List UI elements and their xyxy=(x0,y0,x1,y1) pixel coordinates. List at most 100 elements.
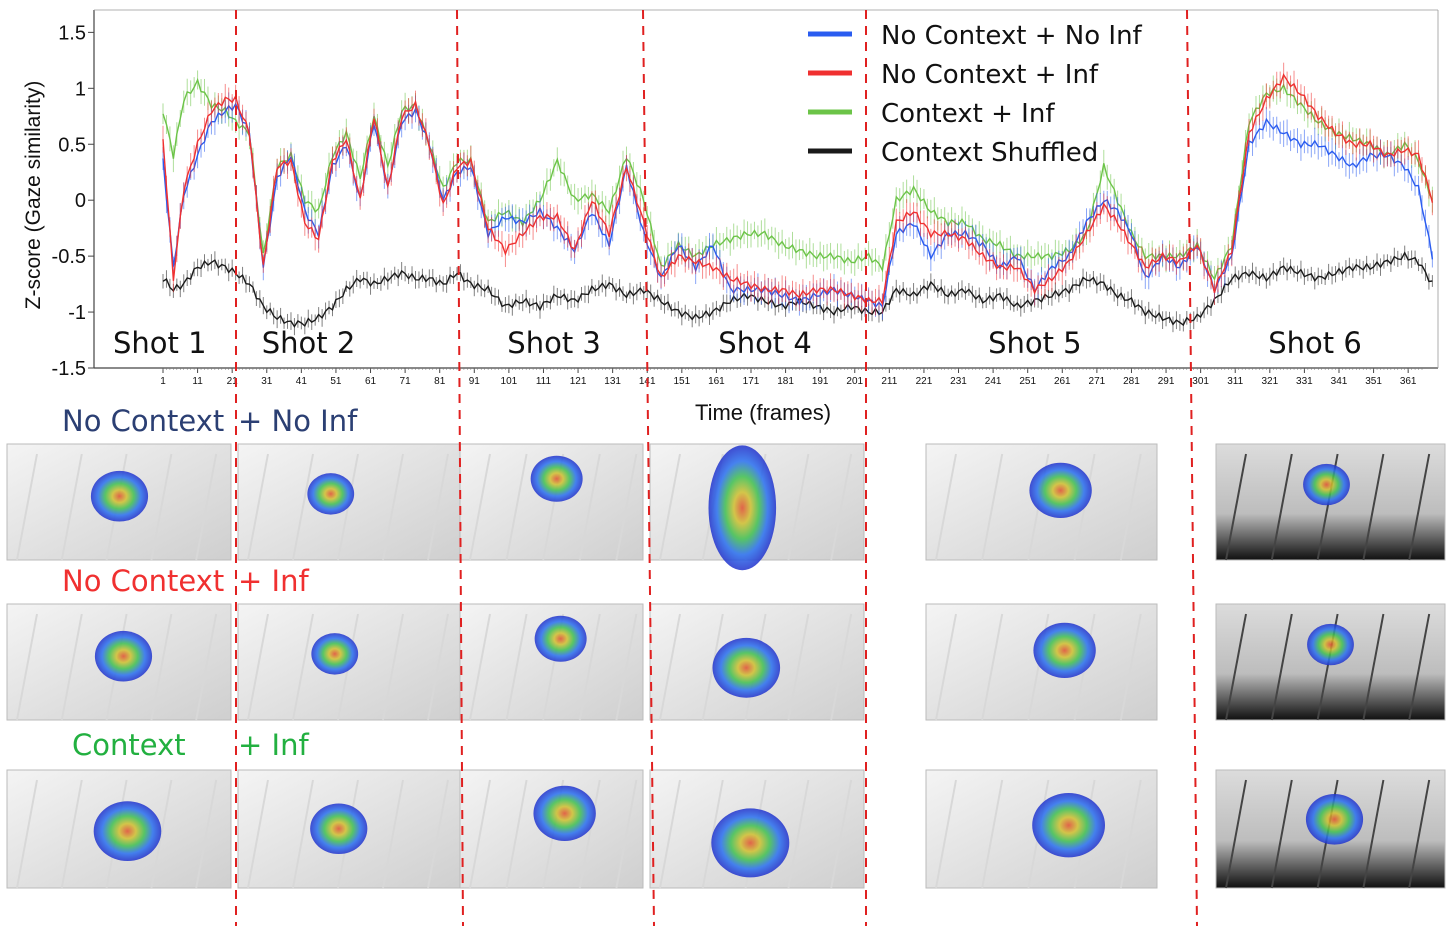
x-tick-label: 21 xyxy=(227,376,239,387)
heatmap-thumbnail xyxy=(6,603,232,721)
row-label-left: No Context xyxy=(62,404,225,438)
gaze-heatmap-blob xyxy=(1029,462,1092,518)
texture-stroke xyxy=(830,453,853,561)
gaze-heatmap-blob xyxy=(307,473,355,515)
heatmap-thumbnail xyxy=(1215,603,1446,721)
texture-stroke xyxy=(195,613,218,721)
x-tick-label: 151 xyxy=(673,376,690,387)
texture-stroke xyxy=(247,453,269,561)
legend-label: No Context + Inf xyxy=(881,60,1099,90)
texture-stroke xyxy=(1225,613,1247,721)
shot-label: Shot 1 xyxy=(113,326,207,360)
gaze-heatmap-blob xyxy=(311,633,359,675)
x-tick-label: 261 xyxy=(1054,376,1071,387)
heatmap-thumbnail xyxy=(649,603,865,721)
y-tick-label: 0 xyxy=(75,190,86,212)
texture-stroke xyxy=(292,613,314,721)
shot-label: Shot 2 xyxy=(262,326,356,360)
x-tick-label: 51 xyxy=(330,376,342,387)
gaze-heatmap-blob xyxy=(530,455,583,502)
gaze-heatmap-blob xyxy=(94,630,153,682)
gaze-heatmap-blob xyxy=(1303,463,1350,506)
x-tick-label: 331 xyxy=(1296,376,1313,387)
texture-stroke xyxy=(981,453,1004,561)
gaze-heatmap-blob xyxy=(711,808,790,878)
texture-stroke xyxy=(1362,453,1385,561)
x-tick-label: 201 xyxy=(846,376,863,387)
gaze-heatmap-blob xyxy=(1033,622,1096,679)
texture-stroke xyxy=(1408,779,1431,889)
x-tick-label: 71 xyxy=(400,376,412,387)
gaze-heatmap-blob xyxy=(1307,623,1354,666)
x-tick-label: 341 xyxy=(1331,376,1348,387)
texture-stroke xyxy=(150,453,173,561)
texture-stroke xyxy=(469,779,491,889)
texture-stroke xyxy=(247,779,269,889)
gaze-heatmap-blob xyxy=(90,470,149,522)
shot-label: Shot 5 xyxy=(988,326,1082,360)
x-tick-label: 11 xyxy=(192,376,203,387)
x-tick-label: 1 xyxy=(160,376,166,387)
texture-stroke xyxy=(60,613,83,721)
legend-label: Context Shuffled xyxy=(881,138,1098,168)
texture-stroke xyxy=(150,613,173,721)
texture-stroke xyxy=(1270,779,1293,889)
x-tick-label: 121 xyxy=(570,376,587,387)
x-tick-label: 131 xyxy=(604,376,621,387)
texture-stroke xyxy=(505,779,528,889)
plot-area: -1.5-1-0.500.511.51 11 21 31 41 51 61 71 81 91 101… xyxy=(22,9,1439,425)
gaze-heatmap-blob xyxy=(1305,794,1364,845)
texture-stroke xyxy=(1225,453,1247,561)
shot-label: Shot 6 xyxy=(1268,326,1362,360)
heatmap-thumbnails xyxy=(6,443,1446,889)
texture-stroke xyxy=(578,453,601,561)
legend-label: Context + Inf xyxy=(881,99,1055,129)
heatmap-thumbnail xyxy=(6,443,232,561)
shot-boundary-line xyxy=(1186,9,1198,926)
texture-stroke xyxy=(787,453,810,561)
x-tick-label: 161 xyxy=(708,376,725,387)
texture-stroke xyxy=(427,613,449,721)
gaze-heatmap-blob xyxy=(310,803,368,855)
texture-stroke xyxy=(469,613,491,721)
texture-stroke xyxy=(505,613,528,721)
texture-stroke xyxy=(195,779,218,889)
x-tick-label: 31 xyxy=(261,376,273,387)
x-tick-label: 61 xyxy=(365,376,377,387)
texture-stroke xyxy=(578,779,601,889)
x-tick-label: 301 xyxy=(1192,376,1209,387)
x-tick-label: 361 xyxy=(1400,376,1417,387)
texture-stroke xyxy=(659,613,681,721)
row-label-left: Context xyxy=(72,728,186,762)
texture-stroke xyxy=(659,779,681,889)
texture-stroke xyxy=(150,779,173,889)
thumbnail-frame xyxy=(459,443,644,561)
x-tick-label: 181 xyxy=(777,376,794,387)
texture-stroke xyxy=(292,453,314,561)
texture-stroke xyxy=(60,453,83,561)
texture-stroke xyxy=(659,453,681,561)
texture-stroke xyxy=(935,613,957,721)
texture-stroke xyxy=(787,613,810,721)
x-tick-label: 41 xyxy=(296,376,308,387)
row-label-right: + Inf xyxy=(238,728,309,762)
texture-stroke xyxy=(830,779,853,889)
series-line xyxy=(162,73,1434,306)
texture-stroke xyxy=(615,613,638,721)
x-tick-label: 111 xyxy=(536,376,552,387)
heatmap-thumbnail xyxy=(925,443,1158,561)
texture-stroke xyxy=(1119,453,1142,561)
heatmap-thumbnail xyxy=(459,443,644,561)
x-tick-label: 281 xyxy=(1123,376,1140,387)
gaze-heatmap-blob xyxy=(534,615,587,662)
texture-stroke xyxy=(935,779,957,889)
x-tick-label: 291 xyxy=(1158,376,1175,387)
texture-stroke xyxy=(469,453,491,561)
texture-stroke xyxy=(427,779,449,889)
gaze-heatmap-blob xyxy=(533,785,596,842)
texture-stroke xyxy=(292,779,314,889)
gaze-heatmap-blob xyxy=(1032,793,1105,858)
heatmap-thumbnail xyxy=(237,603,464,721)
x-tick-label: 221 xyxy=(916,376,933,387)
